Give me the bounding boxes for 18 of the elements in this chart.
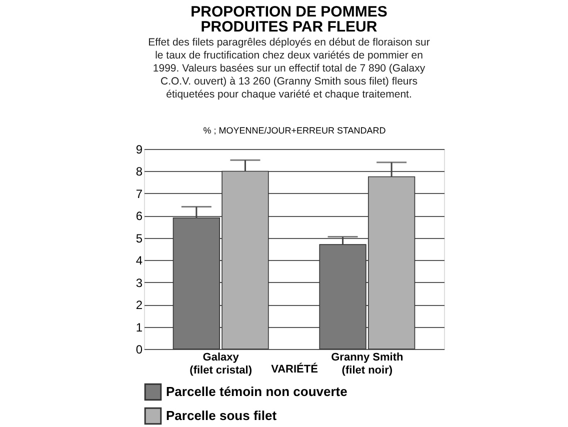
y-tick-label: 8 [136, 164, 143, 179]
x-axis-title: VARIÉTÉ [271, 362, 318, 376]
y-tick-label: 7 [136, 186, 143, 201]
y-axis-title: % ; MOYENNE/JOUR+ERREUR STANDARD [203, 126, 386, 136]
y-tick-label: 1 [136, 320, 143, 334]
y-tick-label: 2 [136, 298, 143, 312]
chart-subtitle: Effet des filets paragrêles déployés en début de floraison sur le taux de fructification chez deux variétés de pommier en 1999. Valeurs basées sur un effectif total de 7 890 (Galaxy C.O.V. ouvert) à 13 260 (Granny Smith sous filet) fleurs étiquetées pour chaque variété et chaque traitement. [148, 36, 430, 100]
y-tick-label: 6 [136, 209, 143, 224]
x-tick-label: Galaxy (filet cristal) [190, 352, 252, 376]
chart-title: PROPORTION DE POMMES PRODUITES PAR FLEUR [190, 4, 388, 36]
y-tick-label: 9 [136, 142, 143, 156]
y-tick-label: 4 [136, 254, 143, 268]
y-tick-label: 3 [136, 276, 143, 290]
y-tick-label: 5 [136, 231, 143, 246]
y-tick-label: 0 [136, 342, 143, 356]
x-tick-label: Granny Smith (filet noir) [331, 352, 404, 376]
legend-label: Parcelle sous filet [166, 408, 278, 423]
legend-label: Parcelle témoin non couverte [166, 384, 348, 399]
